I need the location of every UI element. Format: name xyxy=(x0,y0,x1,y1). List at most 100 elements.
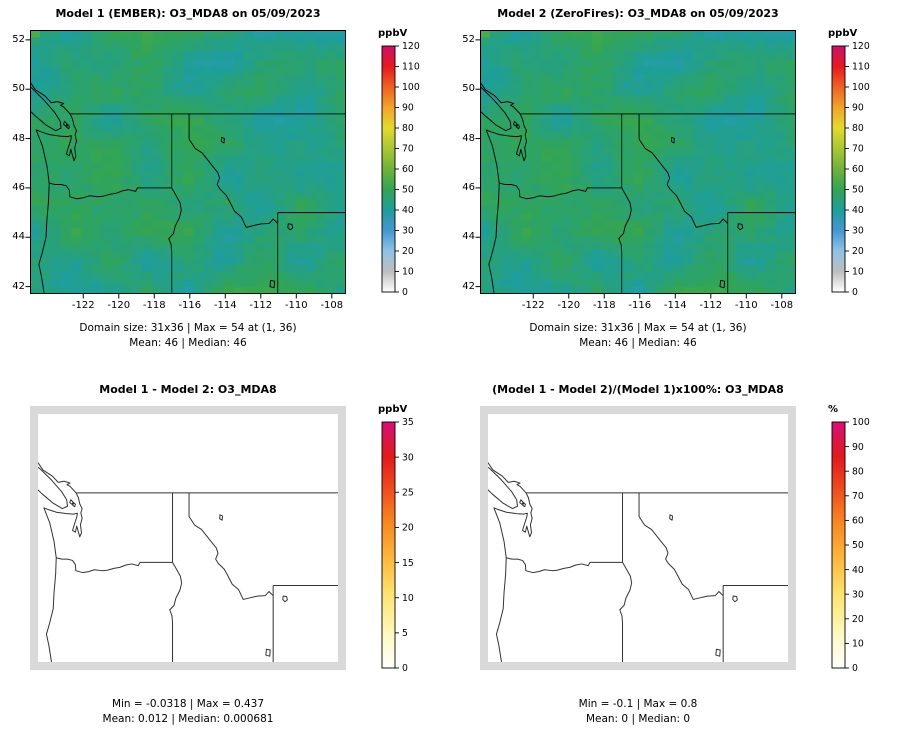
vancouver-island-outline xyxy=(13,81,61,131)
zero-difference-raster-area xyxy=(488,414,788,662)
flathead-lake-outline xyxy=(670,515,673,520)
map-outlines-svg xyxy=(488,414,788,662)
vancouver-island-outline xyxy=(22,462,68,509)
colorbar-tick-label: 120 xyxy=(402,41,420,52)
x-tick-label: -110 xyxy=(284,300,308,311)
bc-coast-outline xyxy=(463,65,520,114)
colorbar-tick-label: 15 xyxy=(402,558,414,569)
panel-model1-map: Model 1 (EMBER): O3_MDA8 on 05/09/2023 p… xyxy=(0,0,450,376)
coastline-outline xyxy=(486,114,526,294)
y-tick-label: 42 xyxy=(462,280,475,292)
san-juan-island-outline xyxy=(520,500,523,505)
x-tick-label: -112 xyxy=(699,300,723,311)
colorbar-gradient-bar xyxy=(831,45,846,293)
y-tick-label: 48 xyxy=(462,132,475,144)
raster-heatmap-canvas xyxy=(30,30,346,294)
colorbar-tick-label: 30 xyxy=(402,452,414,463)
bear-lake-outline xyxy=(270,280,275,287)
y-tick-label: 46 xyxy=(12,181,25,193)
y-tick-label: 52 xyxy=(12,33,25,45)
colorbar-tick-label: 80 xyxy=(852,123,864,134)
vancouver-island-outline xyxy=(463,81,511,131)
yellowstone-lake-outline xyxy=(733,596,738,602)
x-tick-label: -114 xyxy=(213,300,237,311)
x-tick-label: -114 xyxy=(663,300,687,311)
yellowstone-lake-outline xyxy=(288,224,293,230)
map-plot xyxy=(25,30,346,299)
coastline-outline xyxy=(44,493,82,662)
colorbar-tick-label: 40 xyxy=(852,205,864,216)
colorbar-tick-label: 110 xyxy=(852,62,870,73)
whidbey-island-outline xyxy=(523,503,526,507)
flathead-lake-outline xyxy=(221,137,224,143)
whidbey-island-outline xyxy=(517,124,520,128)
colorbar-tick-label: 90 xyxy=(852,442,864,453)
colorbar-tick-label: 10 xyxy=(402,593,414,604)
colorbar-tick-label: 70 xyxy=(852,144,864,155)
colorbar-tick-label: 60 xyxy=(402,164,414,175)
y-tick-label: 52 xyxy=(462,33,475,45)
colorbar-unit-label: ppbV xyxy=(378,404,407,415)
san-juan-island-outline xyxy=(70,500,73,505)
zero-difference-raster-area xyxy=(38,414,338,662)
colorbar: ppbV 0 5 10 15 20 25 30 35 xyxy=(376,400,450,700)
colorbar-tick-label: 25 xyxy=(402,487,414,498)
map-outlines-svg xyxy=(25,30,346,299)
map-outlines-svg xyxy=(38,414,338,662)
x-tick-label: -118 xyxy=(142,300,166,311)
raster-heatmap-canvas xyxy=(480,30,796,294)
panel-title: Model 1 - Model 2: O3_MDA8 xyxy=(99,383,277,396)
yellowstone-lake-outline xyxy=(283,596,288,602)
colorbar-tick-label: 50 xyxy=(852,185,864,196)
colorbar-unit-label: ppbV xyxy=(828,28,857,39)
colorbar-tick-label: 90 xyxy=(852,103,864,114)
map-plot xyxy=(30,406,346,670)
colorbar-tick-label: 30 xyxy=(852,226,864,237)
flathead-lake-outline xyxy=(220,515,223,520)
colorbar-tick-label: 70 xyxy=(402,144,414,155)
y-tick-label: 50 xyxy=(462,83,475,95)
stats-line-2: Mean: 46 | Median: 46 xyxy=(579,336,697,349)
san-juan-island-outline xyxy=(513,121,517,126)
panel-stats: Domain size: 31x36 | Max = 54 at (1, 36)… xyxy=(10,321,366,350)
x-tick-label: -112 xyxy=(249,300,273,311)
y-tick-label: 44 xyxy=(462,231,475,243)
stats-line-1: Domain size: 31x36 | Max = 54 at (1, 36) xyxy=(529,322,747,334)
or-id-border-outline xyxy=(619,188,632,294)
map-plot xyxy=(475,30,796,299)
bear-lake-outline xyxy=(720,280,725,287)
panel-title: Model 2 (ZeroFires): O3_MDA8 on 05/09/20… xyxy=(497,7,779,20)
flathead-lake-outline xyxy=(671,137,674,143)
colorbar-tick-label: 60 xyxy=(852,516,864,527)
colorbar-tick-label: 80 xyxy=(852,466,864,477)
colorbar-tick-label: 0 xyxy=(852,287,858,298)
bc-coast-outline xyxy=(472,446,526,492)
colorbar-tick-label: 0 xyxy=(402,287,408,298)
colorbar: ppbV 0 10 20 30 40 50 60 70 80 90 100 110 120 xyxy=(826,24,900,324)
bear-lake-outline xyxy=(266,649,270,656)
colorbar-tick-label: 10 xyxy=(402,267,414,278)
colorbar-tick-label: 0 xyxy=(402,663,408,674)
x-tick-label: -122 xyxy=(71,300,95,311)
stats-line-1: Min = -0.0318 | Max = 0.437 xyxy=(111,698,265,710)
vancouver-island-outline xyxy=(472,462,518,509)
colorbar-gradient-bar xyxy=(831,421,846,669)
colorbar-tick-label: 70 xyxy=(852,491,864,502)
y-tick-label: 46 xyxy=(462,181,475,193)
or-id-border-outline xyxy=(170,562,182,662)
colorbar-tick-label: 100 xyxy=(852,417,870,428)
colorbar-svg: ppbV 0 5 10 15 20 25 30 35 xyxy=(378,404,414,674)
id-mt-border-outline xyxy=(639,493,723,600)
colorbar-svg: ppbV 0 10 20 30 40 50 60 70 80 90 100 110 120 xyxy=(828,28,870,298)
colorbar-unit-label: ppbV xyxy=(378,28,407,39)
id-mt-border-outline xyxy=(189,493,273,600)
x-tick-label: -118 xyxy=(592,300,616,311)
map-plot xyxy=(480,406,796,670)
panel-stats: Min = -0.1 | Max = 0.8 Mean: 0 | Median:… xyxy=(460,697,816,726)
colorbar-unit-label: % xyxy=(828,404,838,415)
colorbar-tick-label: 35 xyxy=(402,417,414,428)
colorbar-tick-label: 20 xyxy=(402,523,414,534)
x-tick-label: -116 xyxy=(178,300,202,311)
id-mt-border-outline xyxy=(189,114,278,227)
